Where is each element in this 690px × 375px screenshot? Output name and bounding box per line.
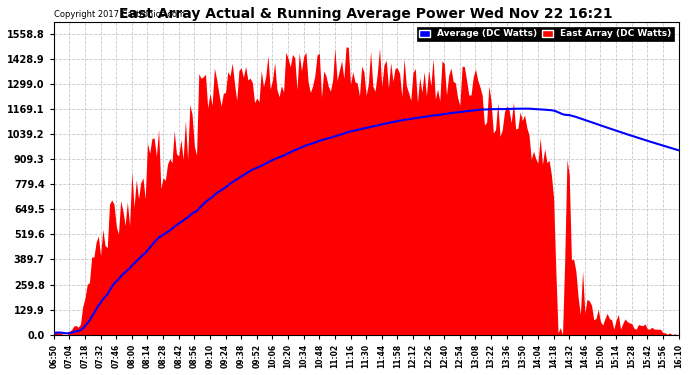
- Title: East Array Actual & Running Average Power Wed Nov 22 16:21: East Array Actual & Running Average Powe…: [119, 7, 613, 21]
- Text: Copyright 2017 Cartronics.com: Copyright 2017 Cartronics.com: [54, 10, 185, 19]
- Legend: Average (DC Watts), East Array (DC Watts): Average (DC Watts), East Array (DC Watts…: [417, 27, 674, 41]
